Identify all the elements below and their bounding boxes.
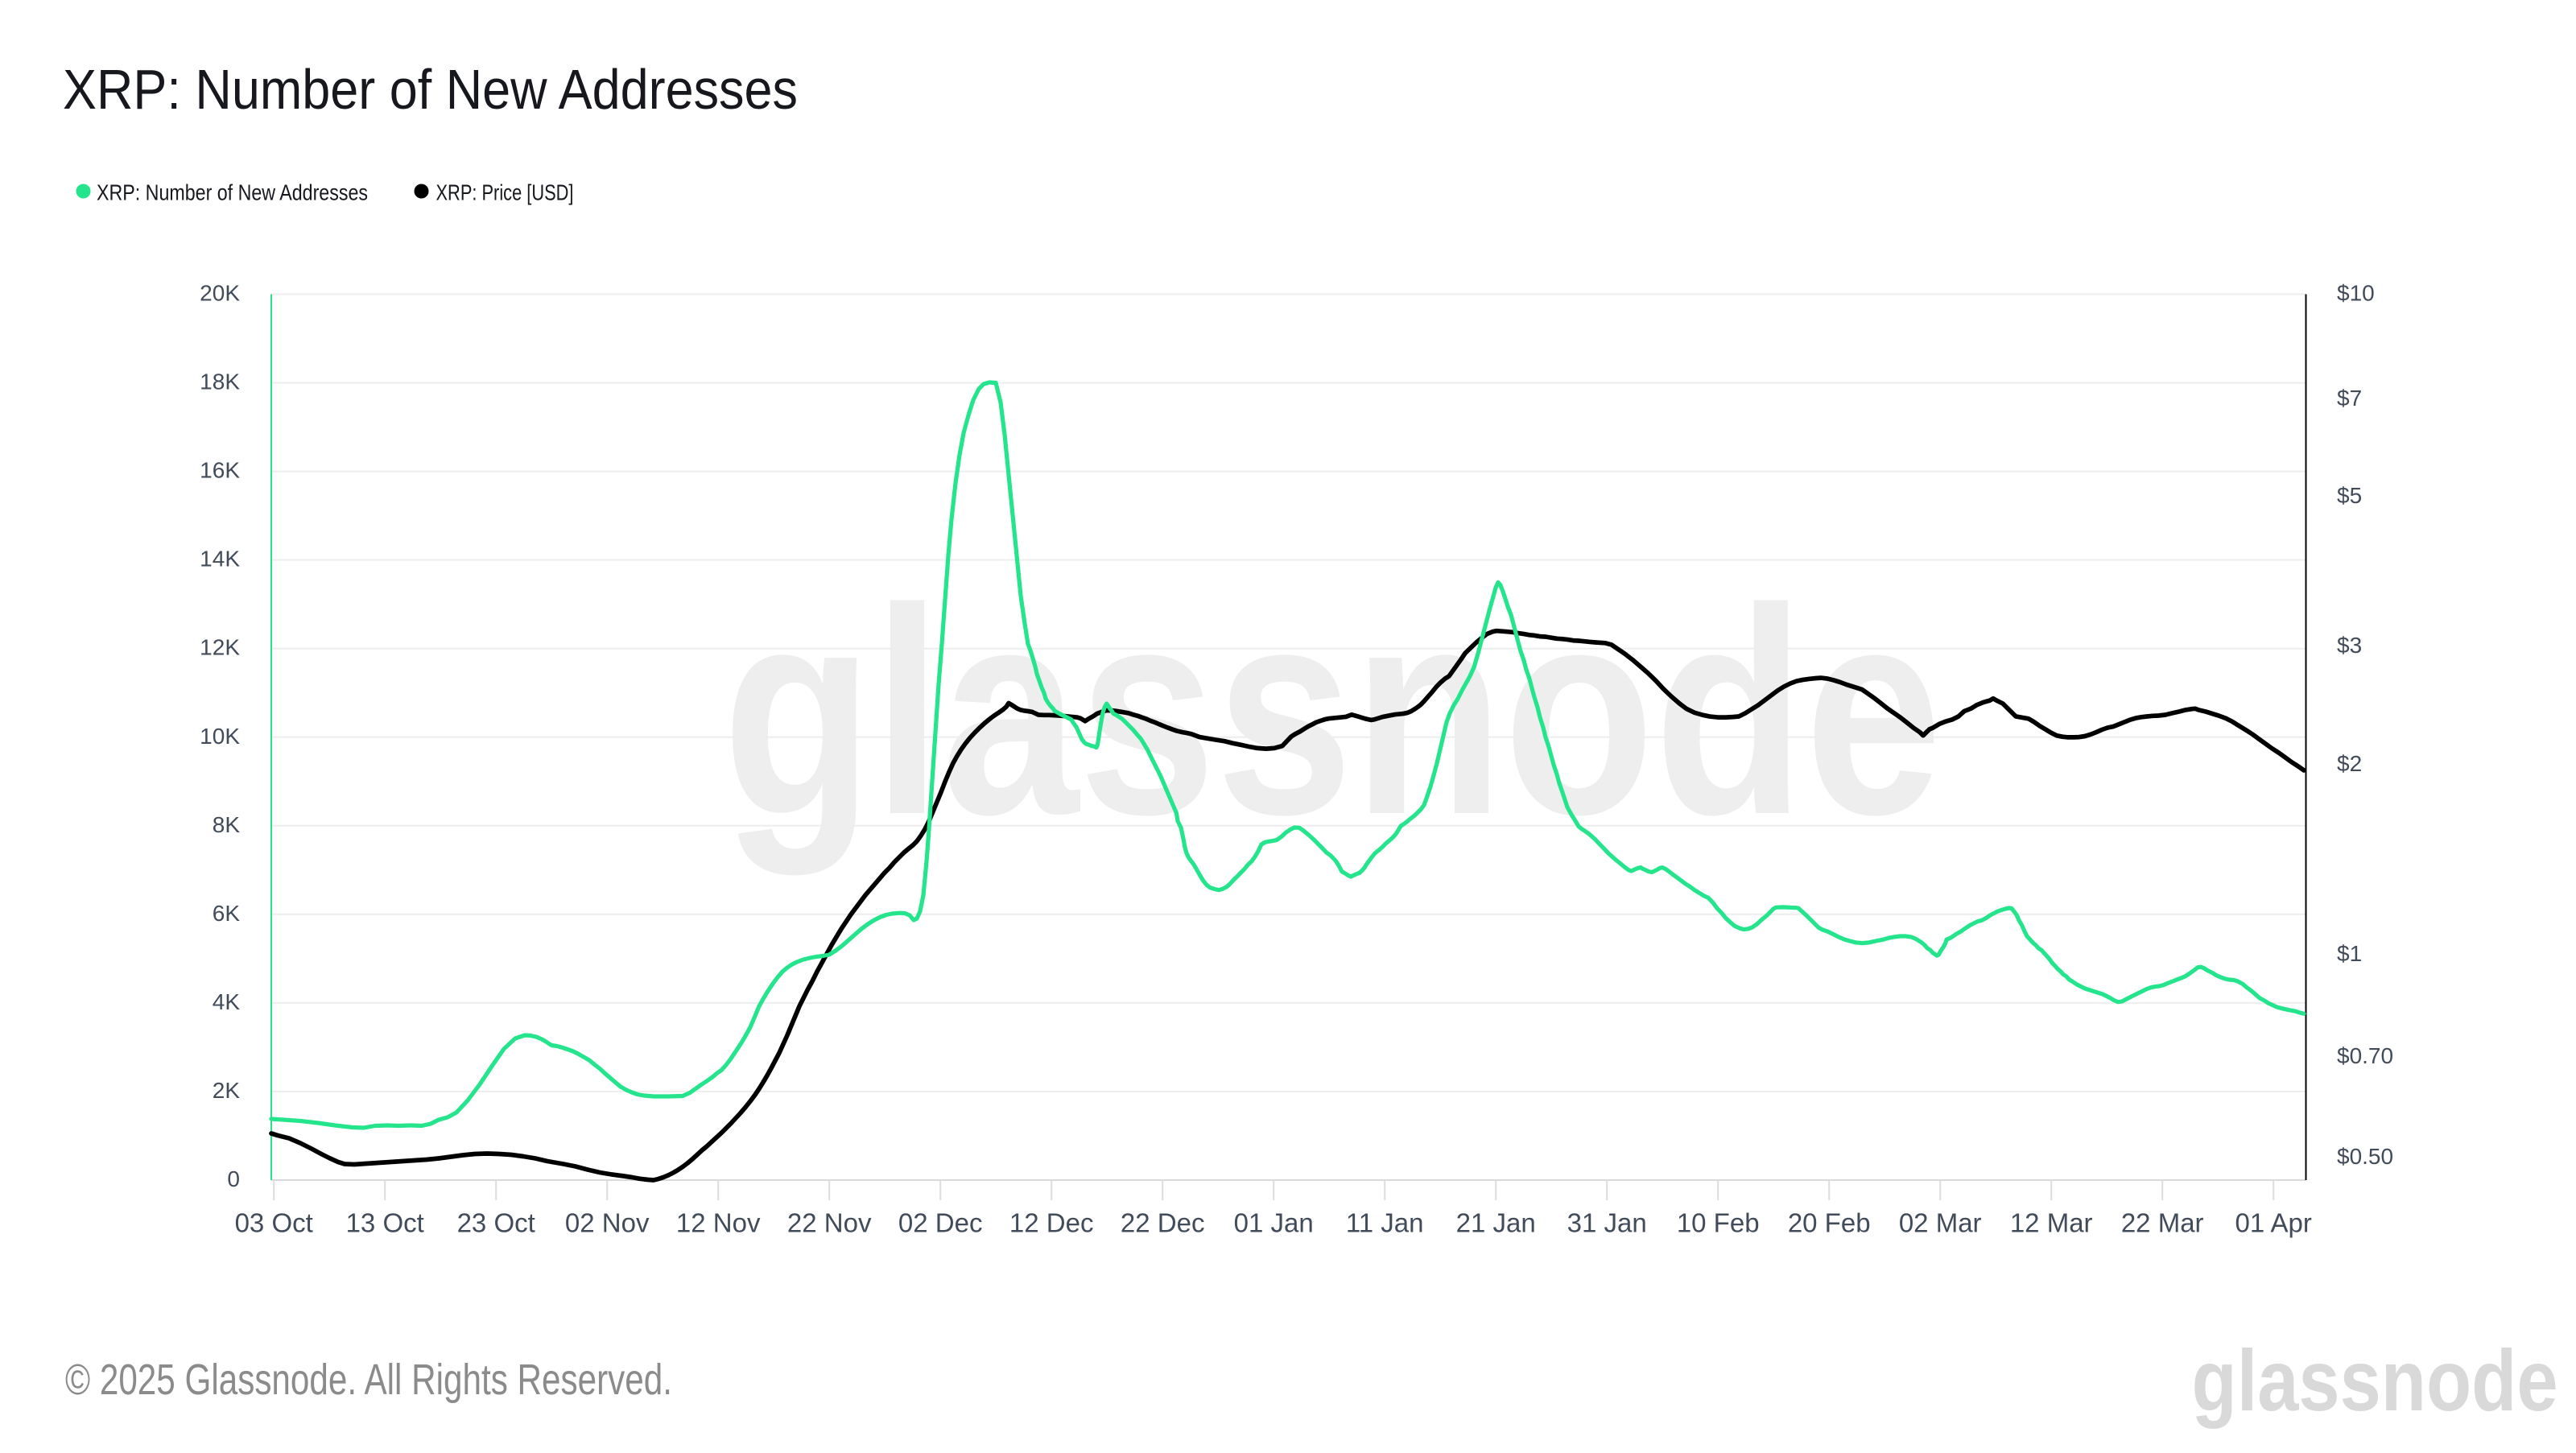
svg-text:13 Oct: 13 Oct — [346, 1208, 424, 1238]
svg-text:10K: 10K — [200, 724, 240, 749]
svg-text:21 Jan: 21 Jan — [1456, 1208, 1536, 1238]
svg-text:$3: $3 — [2337, 633, 2362, 658]
svg-text:XRP: Number of New Addresses: XRP: Number of New Addresses — [97, 180, 368, 205]
svg-text:02 Mar: 02 Mar — [1899, 1208, 1982, 1238]
svg-text:16K: 16K — [200, 458, 240, 483]
svg-text:12K: 12K — [200, 635, 240, 660]
svg-text:$7: $7 — [2337, 386, 2362, 411]
svg-text:20K: 20K — [200, 281, 240, 306]
svg-text:02 Dec: 02 Dec — [898, 1208, 983, 1238]
svg-text:22 Nov: 22 Nov — [787, 1208, 872, 1238]
svg-text:$1: $1 — [2337, 941, 2362, 966]
svg-text:31 Jan: 31 Jan — [1567, 1208, 1647, 1238]
svg-text:XRP: Price [USD]: XRP: Price [USD] — [436, 180, 574, 205]
svg-text:01 Jan: 01 Jan — [1234, 1208, 1314, 1238]
svg-text:2K: 2K — [213, 1078, 241, 1103]
svg-text:03 Oct: 03 Oct — [235, 1208, 313, 1238]
svg-text:8K: 8K — [213, 812, 241, 837]
svg-text:$2: $2 — [2337, 751, 2362, 776]
svg-text:14K: 14K — [200, 547, 240, 572]
svg-text:12 Nov: 12 Nov — [676, 1208, 761, 1238]
svg-text:glassnode: glassnode — [723, 548, 1942, 877]
svg-text:10 Feb: 10 Feb — [1677, 1208, 1760, 1238]
svg-text:22 Dec: 22 Dec — [1121, 1208, 1205, 1238]
svg-text:18K: 18K — [200, 369, 240, 394]
svg-text:01 Apr: 01 Apr — [2235, 1208, 2311, 1238]
svg-text:11 Jan: 11 Jan — [1346, 1208, 1424, 1238]
svg-text:4K: 4K — [213, 989, 241, 1014]
svg-text:23 Oct: 23 Oct — [457, 1208, 535, 1238]
svg-text:$5: $5 — [2337, 483, 2362, 508]
svg-text:20 Feb: 20 Feb — [1788, 1208, 1871, 1238]
svg-text:$10: $10 — [2337, 281, 2375, 306]
svg-text:22 Mar: 22 Mar — [2121, 1208, 2204, 1238]
svg-text:12 Mar: 12 Mar — [2010, 1208, 2093, 1238]
svg-text:XRP: Number of New Addresses: XRP: Number of New Addresses — [63, 58, 798, 121]
svg-text:0: 0 — [227, 1166, 240, 1191]
svg-text:6K: 6K — [213, 901, 241, 926]
svg-text:© 2025 Glassnode. All Rights R: © 2025 Glassnode. All Rights Reserved. — [65, 1356, 672, 1404]
svg-text:02 Nov: 02 Nov — [565, 1208, 650, 1238]
svg-text:$0.50: $0.50 — [2337, 1144, 2393, 1169]
svg-text:$0.70: $0.70 — [2337, 1043, 2393, 1068]
svg-text:12 Dec: 12 Dec — [1009, 1208, 1094, 1238]
svg-text:glassnode: glassnode — [2192, 1331, 2558, 1429]
